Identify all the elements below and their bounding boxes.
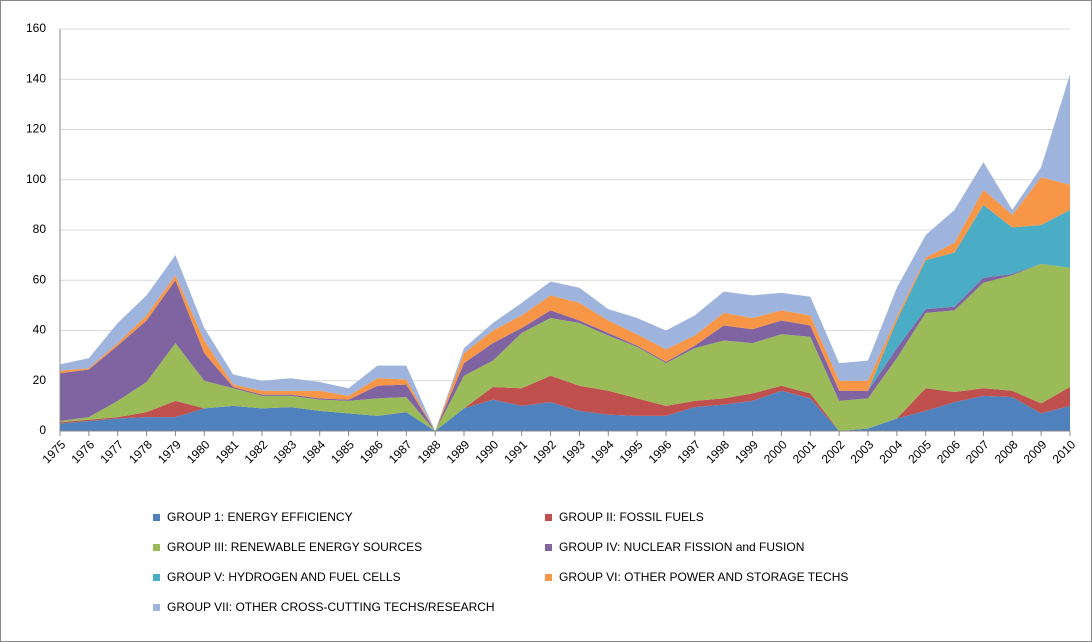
legend-swatch [545,514,552,521]
area [60,390,1070,431]
legend-swatch [545,574,552,581]
legend-swatch [153,514,160,521]
y-tick-label: 0 [39,423,46,437]
y-tick-label: 140 [26,71,46,85]
legend-label: GROUP III: RENEWABLE ENERGY SOURCES [167,540,422,554]
y-tick-label: 120 [26,122,46,136]
legend-label: GROUP II: FOSSIL FUELS [559,510,704,524]
area [60,375,1070,431]
legend: GROUP 1: ENERGY EFFICIENCY GROUP II: FOSS… [153,510,848,614]
legend-swatch [153,574,160,581]
y-tick-label: 60 [33,272,47,286]
y-tick-label: 80 [33,222,47,236]
legend-swatch [153,604,160,611]
y-tick-label: 100 [26,172,46,186]
y-tick-label: 40 [33,323,47,337]
legend-label: GROUP VII: OTHER CROSS-CUTTING TECHS/RES… [167,600,495,614]
legend-label: GROUP 1: ENERGY EFFICIENCY [167,510,353,524]
legend-swatch [153,544,160,551]
legend-label: GROUP V: HYDROGEN AND FUEL CELLS [167,570,401,584]
area [60,263,1070,431]
legend-label: GROUP IV: NUCLEAR FISSION and FUSION [559,540,804,554]
y-tick-label: 160 [26,21,46,35]
legend-swatch [545,544,552,551]
legend-label: GROUP VI: OTHER POWER AND STORAGE TECHS [559,570,848,584]
areas [60,74,1070,431]
area [60,177,1070,431]
y-tick-label: 20 [33,373,47,387]
